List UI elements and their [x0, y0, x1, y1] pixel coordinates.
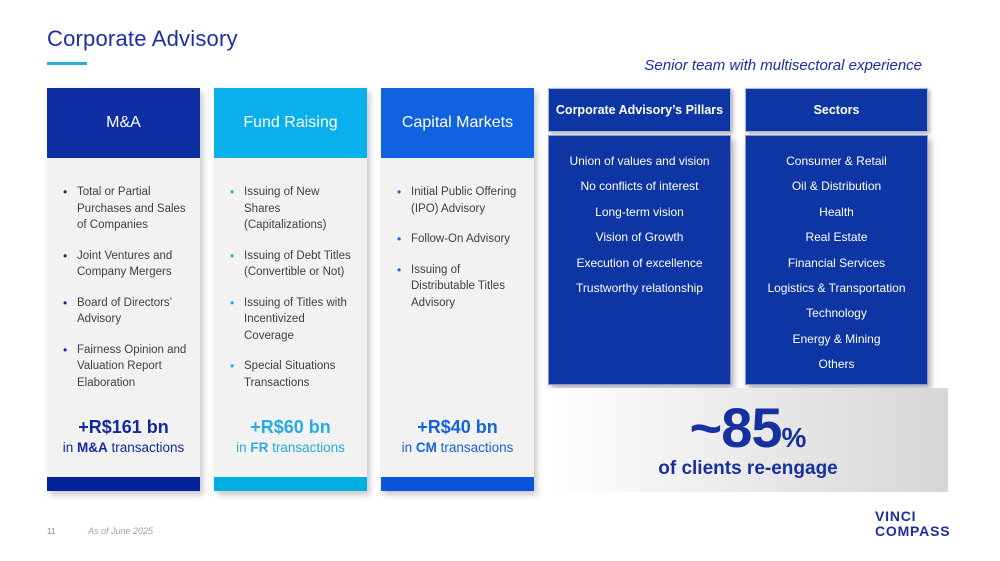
column-cm-body: Initial Public Offering (IPO) Advisory F…: [381, 158, 534, 477]
highlight-band: ~85% of clients re-engage: [548, 388, 948, 492]
column-fr-stat: +R$60 bn in FR transactions: [214, 417, 367, 455]
highlight-caption: of clients re-engage: [658, 458, 838, 479]
bullet-item: Board of Directors’ Advisory: [63, 295, 192, 328]
column-cm-header: Capital Markets: [381, 88, 534, 158]
panel-sectors: Sectors Consumer & Retail Oil & Distribu…: [745, 88, 928, 385]
bullet-item: Initial Public Offering (IPO) Advisory: [397, 184, 526, 217]
stat-value: +R$60 bn: [250, 417, 331, 437]
stat-caption: in FR transactions: [236, 440, 345, 455]
stat-caption: in CM transactions: [401, 440, 514, 455]
pillars-list: Union of values and vision No conflicts …: [549, 149, 730, 301]
bullet-item: Fairness Opinion and Valuation Report El…: [63, 342, 192, 392]
pillar-item: Union of values and vision: [569, 154, 710, 168]
column-cm-stat: +R$40 bn in CM transactions: [381, 417, 534, 455]
logo-line2: COMPASS: [875, 523, 951, 539]
sector-item: Technology: [806, 306, 867, 321]
column-cm: Capital Markets Initial Public Offering …: [381, 88, 534, 491]
sector-item: Health: [819, 204, 854, 219]
column-fr-footer-bar: [214, 477, 367, 491]
bullet-item: Total or Partial Purchases and Sales of …: [63, 184, 192, 234]
tagline: Senior team with multisectoral experienc…: [644, 57, 922, 74]
column-cm-footer-bar: [381, 477, 534, 491]
column-fr-body: Issuing of New Shares (Capitalizations) …: [214, 158, 367, 477]
stat-caption: in M&A transactions: [62, 440, 185, 455]
vinci-compass-logo: VINCI COMPASS: [875, 509, 950, 539]
bullet-item: Follow-On Advisory: [397, 231, 526, 248]
column-fr-header: Fund Raising: [214, 88, 367, 158]
column-ma: M&A Total or Partial Purchases and Sales…: [47, 88, 200, 491]
pillar-item: Long-term vision: [595, 204, 684, 219]
bullet-item: Issuing of New Shares (Capitalizations): [230, 184, 359, 234]
stat-value: +R$40 bn: [417, 417, 498, 437]
column-ma-header: M&A: [47, 88, 200, 158]
stat-value: +R$161 bn: [78, 417, 169, 437]
logo-line1: VINCI: [875, 508, 917, 524]
pillar-item: No conflicts of interest: [580, 179, 699, 194]
sector-item: Financial Services: [787, 255, 886, 270]
column-ma-body: Total or Partial Purchases and Sales of …: [47, 158, 200, 477]
bullet-item: Issuing of Debt Titles (Convertible or N…: [230, 248, 359, 281]
sector-item: Real Estate: [805, 230, 868, 245]
panel-pillars-header: Corporate Advisory’s Pillars: [548, 88, 731, 132]
bullet-list: Issuing of New Shares (Capitalizations) …: [214, 158, 367, 391]
title-underline: [47, 62, 87, 65]
bullet-list: Total or Partial Purchases and Sales of …: [47, 158, 200, 391]
pillar-item: Trustworthy relationship: [576, 281, 703, 296]
sector-item: Logistics & Transportation: [767, 281, 906, 296]
bullet-list: Initial Public Offering (IPO) Advisory F…: [381, 158, 534, 311]
column-fr: Fund Raising Issuing of New Shares (Capi…: [214, 88, 367, 491]
bullet-item: Issuing of Titles with Incentivized Cove…: [230, 295, 359, 345]
page-number: 11: [47, 527, 56, 536]
pillar-item: Execution of excellence: [576, 255, 703, 270]
panel-sectors-header: Sectors: [745, 88, 928, 132]
bullet-item: Special Situations Transactions: [230, 358, 359, 391]
panel-pillars: Corporate Advisory’s Pillars Union of va…: [548, 88, 731, 385]
column-ma-footer-bar: [47, 477, 200, 491]
column-ma-stat: +R$161 bn in M&A transactions: [47, 417, 200, 455]
page-title: Corporate Advisory: [47, 26, 238, 51]
footnote: As of June 2025: [88, 526, 154, 536]
panel-pillars-body: Union of values and vision No conflicts …: [548, 135, 731, 385]
sector-item: Consumer & Retail: [786, 154, 887, 168]
panel-sectors-body: Consumer & Retail Oil & Distribution Hea…: [745, 135, 928, 385]
sector-item: Others: [818, 357, 855, 372]
sector-item: Oil & Distribution: [791, 179, 882, 194]
highlight-value: ~85%: [689, 396, 807, 459]
bullet-item: Joint Ventures and Company Mergers: [63, 248, 192, 281]
sectors-list: Consumer & Retail Oil & Distribution Hea…: [746, 149, 927, 378]
pillar-item: Vision of Growth: [595, 230, 684, 245]
bullet-item: Issuing of Distributable Titles Advisory: [397, 262, 526, 312]
sector-item: Energy & Mining: [792, 331, 881, 346]
